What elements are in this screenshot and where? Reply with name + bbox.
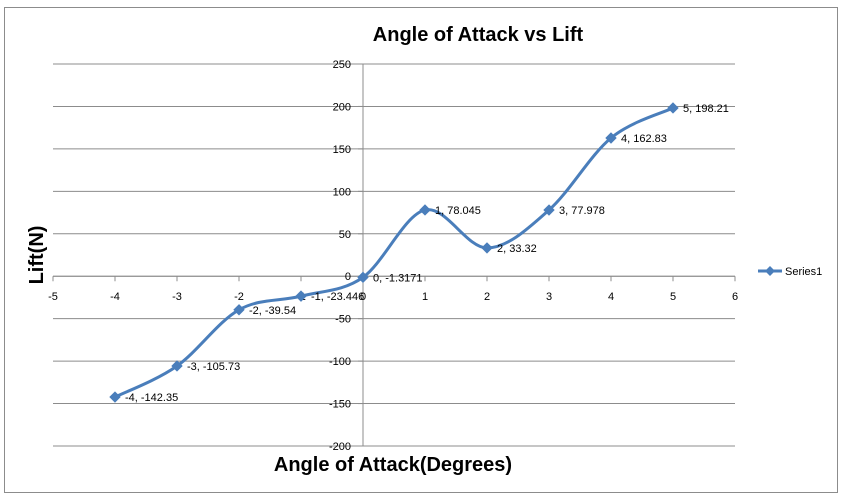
gridlines — [53, 63, 735, 447]
data-point-marker — [171, 360, 183, 372]
y-tick-label: -150 — [329, 399, 351, 411]
chart-area — [4, 7, 838, 493]
series-group — [109, 102, 679, 403]
data-point-marker — [605, 132, 617, 144]
data-labels: -4, -142.35 -3, -105.73 -2, -39.54 -1, -23.… — [125, 103, 729, 404]
x-tick-labels: -5-4-3-2-10123456 — [48, 291, 738, 303]
y-tick-label: 50 — [339, 229, 351, 241]
y-tick-label: 100 — [333, 186, 351, 198]
data-point-marker — [109, 391, 121, 403]
x-tick-label: -3 — [172, 291, 182, 303]
x-tick-label: -4 — [110, 291, 120, 303]
data-point-marker — [295, 290, 307, 302]
series-line — [114, 106, 674, 399]
data-label: -3, -105.73 — [187, 361, 240, 373]
x-tick-label: -5 — [48, 291, 58, 303]
data-label: 3, 77.978 — [559, 205, 605, 217]
x-tick-label: 4 — [608, 291, 614, 303]
y-tick-labels: 250 200 150 100 50 0 -50 -100 -150 -200 — [329, 59, 351, 453]
data-label: -2, -39.54 — [249, 305, 296, 317]
x-tick-label: -2 — [234, 291, 244, 303]
data-point-marker — [543, 204, 555, 216]
y-tick-label: 200 — [333, 101, 351, 113]
y-tick-label: -100 — [329, 356, 351, 368]
x-tick-label: 1 — [422, 291, 428, 303]
data-point-marker — [481, 242, 493, 254]
axes — [52, 63, 736, 447]
data-point-marker — [419, 204, 431, 216]
legend-series-marker — [765, 266, 775, 276]
x-tick-label: 0 — [360, 291, 366, 303]
y-tick-label: -200 — [329, 441, 351, 453]
x-tick-label: 2 — [484, 291, 490, 303]
chart-title: Angle of Attack vs Lift — [373, 24, 584, 46]
data-point-marker — [667, 102, 679, 114]
data-label: 4, 162.83 — [621, 133, 667, 145]
data-label: -1, -23.446 — [311, 291, 364, 303]
data-label: 1, 78.045 — [435, 205, 481, 217]
y-tick-label: 250 — [333, 59, 351, 71]
y-axis-title: Lift(N) — [26, 226, 48, 285]
data-point-marker — [233, 304, 245, 316]
x-tick-label: 6 — [732, 291, 738, 303]
x-axis-title: Angle of Attack(Degrees) — [274, 454, 512, 476]
data-point-marker — [357, 271, 369, 284]
x-tick-label: 3 — [546, 291, 552, 303]
legend: Series1 — [758, 266, 822, 278]
y-tick-label: -50 — [335, 314, 351, 326]
data-label: 2, 33.32 — [497, 243, 537, 255]
y-tick-label: 150 — [333, 144, 351, 156]
y-tick-label: 0 — [345, 271, 351, 283]
data-label: 5, 198.21 — [683, 103, 729, 115]
data-label: -4, -142.35 — [125, 392, 178, 404]
legend-series-label: Series1 — [785, 266, 822, 278]
data-label: 0, -1.3171 — [373, 272, 423, 284]
x-tick-label: 5 — [670, 291, 676, 303]
